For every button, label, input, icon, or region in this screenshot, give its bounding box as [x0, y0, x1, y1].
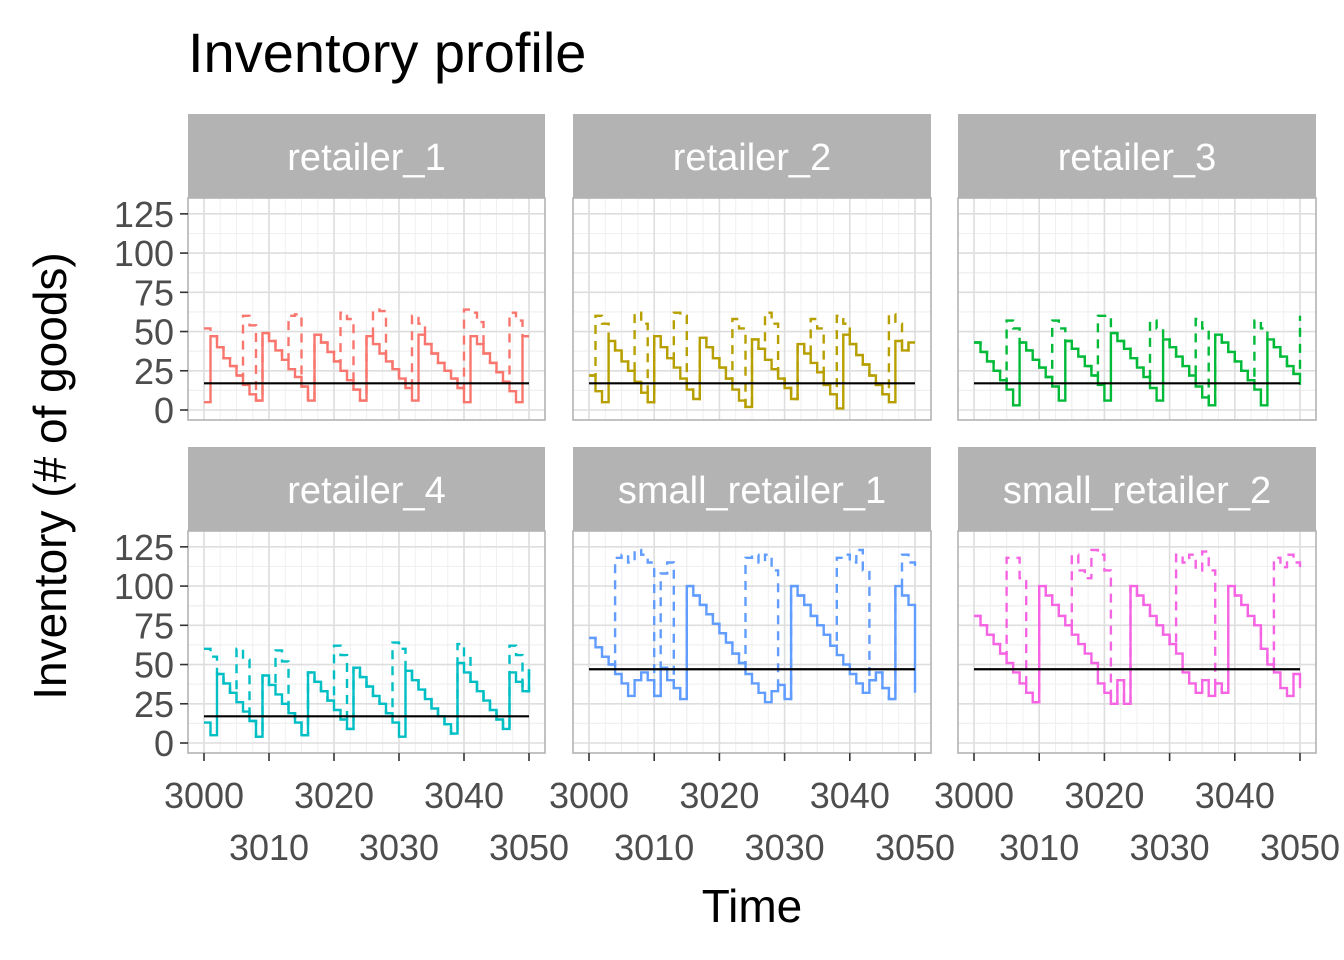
y-tick-label: 50 — [134, 312, 174, 353]
panel-border — [572, 197, 932, 421]
x-tick-label: 3020 — [1064, 775, 1144, 816]
facet-panels: retailer_1 retailer_2 retailer_3 retailer_4… — [187, 114, 1317, 754]
y-tick-label: 50 — [134, 645, 174, 686]
panel-retailer_2: retailer_2 — [572, 114, 932, 421]
x-tick-label: 3020 — [294, 775, 374, 816]
facet-strip — [958, 114, 1316, 198]
series-solid-line — [589, 333, 915, 410]
x-tick-label: 3000 — [549, 775, 629, 816]
x-tick-label: 3000 — [934, 775, 1014, 816]
series-solid-line — [204, 661, 531, 738]
facet-label: small_retailer_2 — [1003, 470, 1271, 512]
series-solid-line — [974, 331, 1302, 407]
y-tick-label: 25 — [134, 351, 174, 392]
x-tick-label: 3050 — [489, 827, 569, 868]
x-axis: 3000 3010 3020 3030 3040 3050 — [549, 753, 955, 868]
x-tick-label: 3030 — [745, 827, 825, 868]
facet-label: retailer_1 — [287, 137, 445, 179]
facet-label: retailer_2 — [673, 137, 831, 179]
panel-border — [957, 197, 1317, 421]
x-tick-label: 3030 — [359, 827, 439, 868]
y-axis-label: Inventory (# of goods) — [24, 252, 76, 699]
facet-label: small_retailer_1 — [618, 470, 886, 512]
facet-label: retailer_3 — [1058, 137, 1216, 179]
panel-border — [572, 530, 932, 754]
panel-border — [187, 530, 546, 754]
series-solid-line — [974, 584, 1302, 705]
y-tick-label: 75 — [134, 272, 174, 313]
x-tick-label: 3040 — [810, 775, 890, 816]
y-tick-label: 0 — [154, 723, 174, 764]
panel-retailer_4: retailer_4 — [187, 447, 546, 754]
facet-strip — [573, 114, 931, 198]
series-solid-line — [589, 584, 917, 704]
x-tick-label: 3010 — [999, 827, 1079, 868]
x-tick-label: 3010 — [614, 827, 694, 868]
y-tick-label: 100 — [114, 566, 174, 607]
y-tick-label: 100 — [114, 233, 174, 274]
facet-strip — [188, 447, 545, 531]
x-tick-label: 3010 — [229, 827, 309, 868]
facet-strip — [188, 114, 545, 198]
panel-small_retailer_1: small_retailer_1 — [572, 447, 932, 754]
x-tick-label: 3040 — [424, 775, 504, 816]
grid — [958, 531, 1316, 753]
y-tick-label: 125 — [114, 527, 174, 568]
series-solid-line — [204, 331, 529, 404]
x-tick-label: 3050 — [1260, 827, 1340, 868]
facet-strip — [958, 447, 1316, 531]
y-tick-label: 75 — [134, 605, 174, 646]
x-tick-label: 3030 — [1130, 827, 1210, 868]
panel-retailer_3: retailer_3 — [957, 114, 1317, 421]
grid — [573, 531, 931, 753]
x-axis: 3000 3010 3020 3030 3040 3050 — [164, 753, 569, 868]
facet-label: retailer_4 — [287, 470, 445, 512]
panel-small_retailer_2: small_retailer_2 — [957, 447, 1317, 754]
panel-border — [187, 197, 546, 421]
facet-strip — [573, 447, 931, 531]
y-tick-label: 125 — [114, 194, 174, 235]
x-tick-label: 3000 — [164, 775, 244, 816]
y-tick-label: 0 — [154, 390, 174, 431]
y-tick-label: 25 — [134, 684, 174, 725]
x-tick-label: 3040 — [1195, 775, 1275, 816]
x-tick-label: 3020 — [679, 775, 759, 816]
x-axes: 3000 3010 3020 3030 3040 3050 3000 3010 3020 3030… — [164, 753, 1340, 868]
panel-border — [957, 530, 1317, 754]
x-axis: 3000 3010 3020 3030 3040 3050 — [934, 753, 1340, 868]
chart-title: Inventory profile — [188, 21, 586, 84]
x-axis-label: Time — [702, 880, 803, 932]
x-tick-label: 3050 — [875, 827, 955, 868]
panel-retailer_1: retailer_1 — [187, 114, 546, 421]
